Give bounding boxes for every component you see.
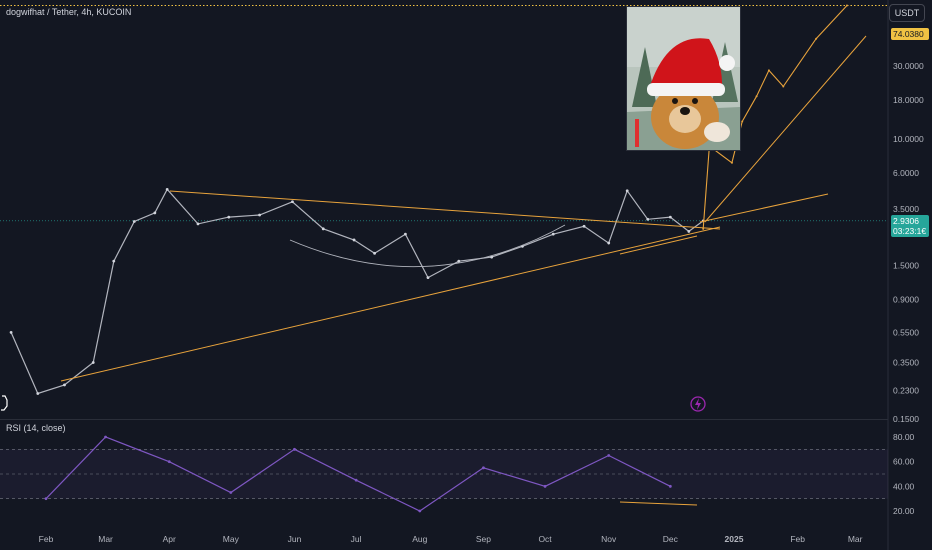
rsi-point [229, 491, 233, 494]
rsi-point [543, 484, 547, 488]
price-point [490, 255, 494, 259]
price-point [321, 227, 325, 231]
price-tick-label: 3.5000 [893, 204, 919, 214]
rsi-tick-label: 40.00 [893, 481, 915, 491]
resistance-trendline [169, 190, 721, 230]
breakout-trendline [699, 193, 829, 223]
price-point [352, 238, 356, 242]
time-tick-label: Oct [538, 534, 552, 544]
time-tick-label: Dec [663, 534, 679, 544]
cup-arc [289, 224, 566, 268]
rsi-point [354, 478, 358, 482]
time-tick-label: 2025 [725, 534, 744, 544]
time-tick-label: Nov [601, 534, 617, 544]
cursor-hand-icon [1, 395, 8, 411]
price-point [291, 200, 294, 204]
price-point [9, 330, 13, 334]
currency-button[interactable]: USDT [889, 4, 925, 22]
time-tick-label: Feb [790, 534, 805, 544]
last-price-tag [891, 215, 929, 237]
price-point [426, 276, 430, 280]
rsi-tick-label: 80.00 [893, 432, 915, 442]
price-point [646, 217, 650, 221]
price-point [112, 259, 116, 263]
rsi-point [668, 484, 672, 488]
projection-point [782, 85, 785, 88]
lower-trendline [619, 235, 698, 255]
last-price-label: 2.9306 [893, 216, 919, 226]
rsi-divergence-line [619, 501, 698, 506]
price-tick-label: 6.0000 [893, 168, 919, 178]
time-tick-label: Feb [39, 534, 54, 544]
price-point [132, 220, 136, 223]
rsi-point [167, 460, 171, 464]
rsi-tick-label: 20.00 [893, 506, 915, 516]
meme-image [626, 6, 741, 151]
price-tick-label: 0.3500 [893, 358, 919, 368]
price-point [625, 189, 629, 193]
projection-point [767, 69, 770, 72]
price-point [63, 383, 66, 387]
price-point [668, 215, 672, 219]
rsi-point [104, 435, 107, 439]
time-tick-label: Mar [848, 534, 863, 544]
price-point [91, 361, 95, 364]
time-tick-label: May [223, 534, 240, 544]
rsi-tick-label: 60.00 [893, 457, 915, 467]
time-tick-label: Aug [412, 534, 427, 544]
projection-point [755, 95, 758, 98]
projection-point [741, 120, 744, 123]
axes: 50.000030.000018.000010.00006.00003.5000… [39, 27, 924, 544]
price-point [373, 251, 376, 255]
price-tick-label: 1.5000 [893, 260, 919, 270]
trend-lines [60, 35, 867, 382]
chart-title: dogwifhat / Tether, 4h, KUCOIN [6, 7, 131, 17]
grid [0, 0, 889, 550]
rsi-label: RSI (14, close) [6, 423, 66, 433]
rsi-point [418, 509, 422, 513]
price-point [582, 224, 586, 228]
target-price-label: 74.0380 [893, 29, 924, 39]
rsi-point [482, 466, 485, 470]
time-tick-label: Apr [163, 534, 176, 544]
price-tick-label: 18.0000 [893, 95, 924, 105]
price-tick-label: 0.5500 [893, 327, 919, 337]
countdown-label: 03:23:1€ [893, 226, 926, 236]
time-tick-label: Sep [476, 534, 491, 544]
price-tick-label: 0.2300 [893, 386, 919, 396]
support-trendline [60, 226, 721, 382]
price-tick-label: 30.0000 [893, 61, 924, 71]
projection-point [815, 37, 818, 40]
time-tick-label: Jul [351, 534, 362, 544]
rsi-pane [0, 435, 888, 513]
price-line [10, 188, 704, 395]
price-point [196, 222, 200, 226]
price-point [457, 259, 461, 263]
time-tick-label: Jun [288, 534, 302, 544]
projection-point [730, 161, 733, 164]
price-point [607, 241, 611, 245]
price-point [404, 232, 407, 236]
price-tick-label: 0.1500 [893, 414, 919, 424]
price-point [36, 392, 40, 395]
time-tick-label: Mar [98, 534, 113, 544]
rsi-point [44, 497, 48, 501]
price-point [165, 187, 169, 191]
price-tick-label: 0.9000 [893, 295, 919, 305]
price-point [551, 232, 555, 236]
rsi-point [293, 447, 296, 451]
price-point [153, 211, 157, 215]
target-price-tag [891, 28, 929, 40]
price-point [227, 215, 231, 219]
price-point [258, 213, 261, 217]
lightning-icon[interactable] [690, 396, 706, 412]
price-tick-label: 10.0000 [893, 134, 924, 144]
projection-point [845, 4, 848, 7]
target-trendline [704, 35, 867, 223]
rsi-point [607, 454, 611, 457]
price-series [9, 4, 848, 395]
price-point [687, 230, 691, 233]
